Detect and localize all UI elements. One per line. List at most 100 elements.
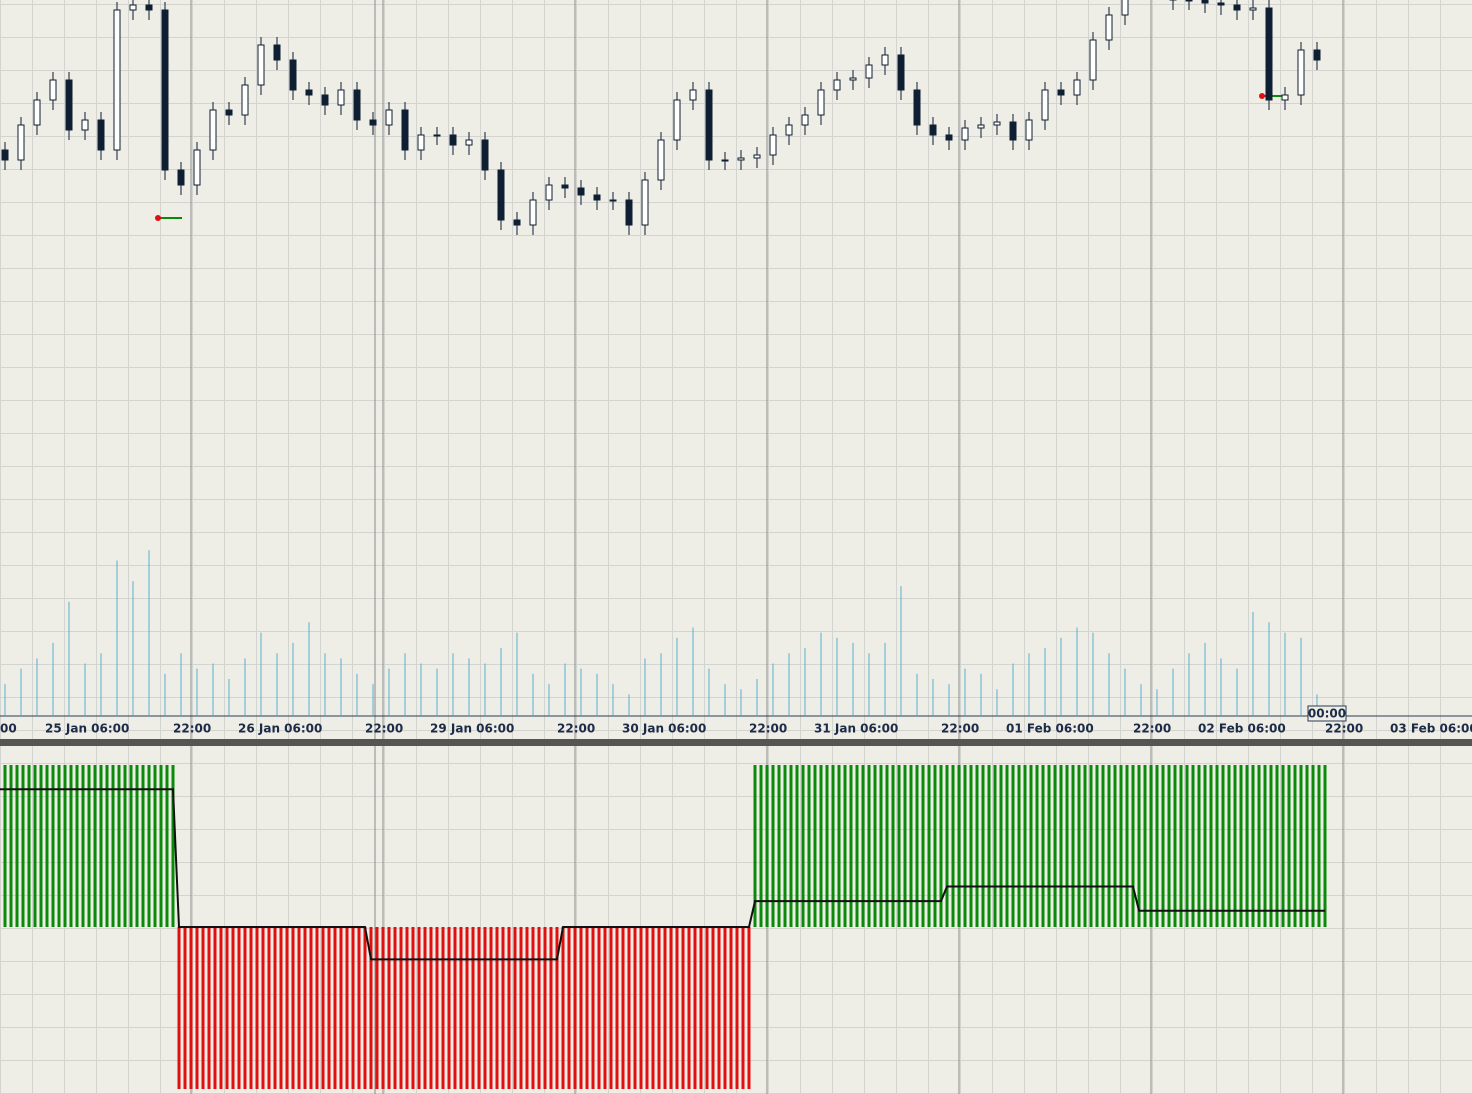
candle-body xyxy=(977,124,985,129)
candle-body xyxy=(193,149,201,186)
candle-body xyxy=(481,139,489,171)
candle-body xyxy=(289,59,297,91)
x-tick-label: 22:00 xyxy=(1325,722,1363,736)
candle-body xyxy=(337,89,345,106)
candle-body xyxy=(1217,2,1225,6)
candle-body xyxy=(721,159,729,162)
candle-body xyxy=(561,184,569,189)
candle-body xyxy=(753,154,761,159)
x-tick-label: 01 Feb 06:00 xyxy=(1006,722,1094,736)
candle-body xyxy=(545,184,553,201)
candle-body xyxy=(1185,0,1193,2)
x-tick-label: 31 Jan 06:00 xyxy=(814,722,898,736)
candle-body xyxy=(129,4,137,11)
candle-body xyxy=(273,44,281,61)
x-tick-label: 22:00 xyxy=(365,722,403,736)
candle-body xyxy=(241,84,249,116)
candle-body xyxy=(961,127,969,141)
x-tick-label: 25 Jan 06:00 xyxy=(45,722,129,736)
candle-body xyxy=(145,4,153,11)
x-tick-label: 30 Jan 06:00 xyxy=(622,722,706,736)
candle-body xyxy=(513,219,521,226)
candle-body xyxy=(1281,94,1289,101)
candle-body xyxy=(1009,121,1017,141)
candle-body xyxy=(1089,39,1097,81)
candle-body xyxy=(1249,7,1257,11)
x-tick-label: 03 Feb 06:00 xyxy=(1390,722,1472,736)
candle-body xyxy=(97,119,105,151)
candle-body xyxy=(657,139,665,181)
candle-body xyxy=(817,89,825,116)
candle-body xyxy=(417,134,425,151)
candle-body xyxy=(1121,0,1129,16)
candle-body xyxy=(1025,119,1033,141)
candle-body xyxy=(1265,7,1273,101)
candle-body xyxy=(385,109,393,126)
candle-body xyxy=(1201,0,1209,4)
candle-body xyxy=(33,99,41,126)
candle-body xyxy=(353,89,361,121)
cursor-box xyxy=(1307,705,1347,722)
candle-body xyxy=(993,121,1001,126)
candle-body xyxy=(529,199,537,226)
candle-body xyxy=(689,89,697,101)
x-tick-label: 22:00 xyxy=(749,722,787,736)
candle-body xyxy=(897,54,905,91)
candle-body xyxy=(17,124,25,161)
candle-body xyxy=(113,9,121,151)
candle-body xyxy=(321,94,329,106)
candle-body xyxy=(737,157,745,161)
x-tick-label: 22:00 xyxy=(941,722,979,736)
candle-body xyxy=(49,79,57,101)
candle-body xyxy=(593,194,601,201)
candle-body xyxy=(225,109,233,116)
candle-body xyxy=(609,199,617,202)
candle-body xyxy=(865,64,873,79)
candle-body xyxy=(401,109,409,151)
candle-body xyxy=(769,134,777,156)
candle-body xyxy=(257,44,265,86)
x-tick-label: 00 xyxy=(0,722,17,736)
candle-body xyxy=(705,89,713,161)
candle-body xyxy=(1041,89,1049,121)
candle-body xyxy=(1057,89,1065,96)
candle-body xyxy=(81,119,89,131)
candle-body xyxy=(913,89,921,126)
x-tick-label: 26 Jan 06:00 xyxy=(238,722,322,736)
candle-body xyxy=(1105,14,1113,41)
panel-divider xyxy=(0,739,1472,746)
candle-body xyxy=(161,9,169,171)
candle-body xyxy=(209,109,217,151)
candle-body xyxy=(465,139,473,146)
candle-body xyxy=(881,54,889,66)
candle-body xyxy=(929,124,937,136)
candle-body xyxy=(673,99,681,141)
x-tick-label: 22:00 xyxy=(557,722,595,736)
signal-line xyxy=(0,788,1325,961)
candle-body xyxy=(1297,49,1305,96)
candle-body xyxy=(625,199,633,226)
candle-body xyxy=(65,79,73,131)
cursor-label: 00:00 xyxy=(1308,707,1346,721)
day-separators xyxy=(190,0,1344,1094)
x-tick-label: 22:00 xyxy=(173,722,211,736)
candle-body xyxy=(833,79,841,91)
candle-body xyxy=(1313,49,1321,61)
candle-body xyxy=(433,134,441,137)
candle-body xyxy=(1073,79,1081,96)
candle-body xyxy=(305,89,313,96)
marker-dot xyxy=(1259,93,1265,99)
candle-body xyxy=(849,77,857,81)
candle-body xyxy=(177,169,185,186)
x-tick-label: 29 Jan 06:00 xyxy=(430,722,514,736)
candle-body xyxy=(1233,4,1241,11)
x-tick-label: 22:00 xyxy=(1133,722,1171,736)
candle-body xyxy=(641,179,649,226)
candle-body xyxy=(577,187,585,196)
candle-body xyxy=(497,169,505,221)
candle-body xyxy=(1,149,9,161)
candle-body xyxy=(945,134,953,141)
